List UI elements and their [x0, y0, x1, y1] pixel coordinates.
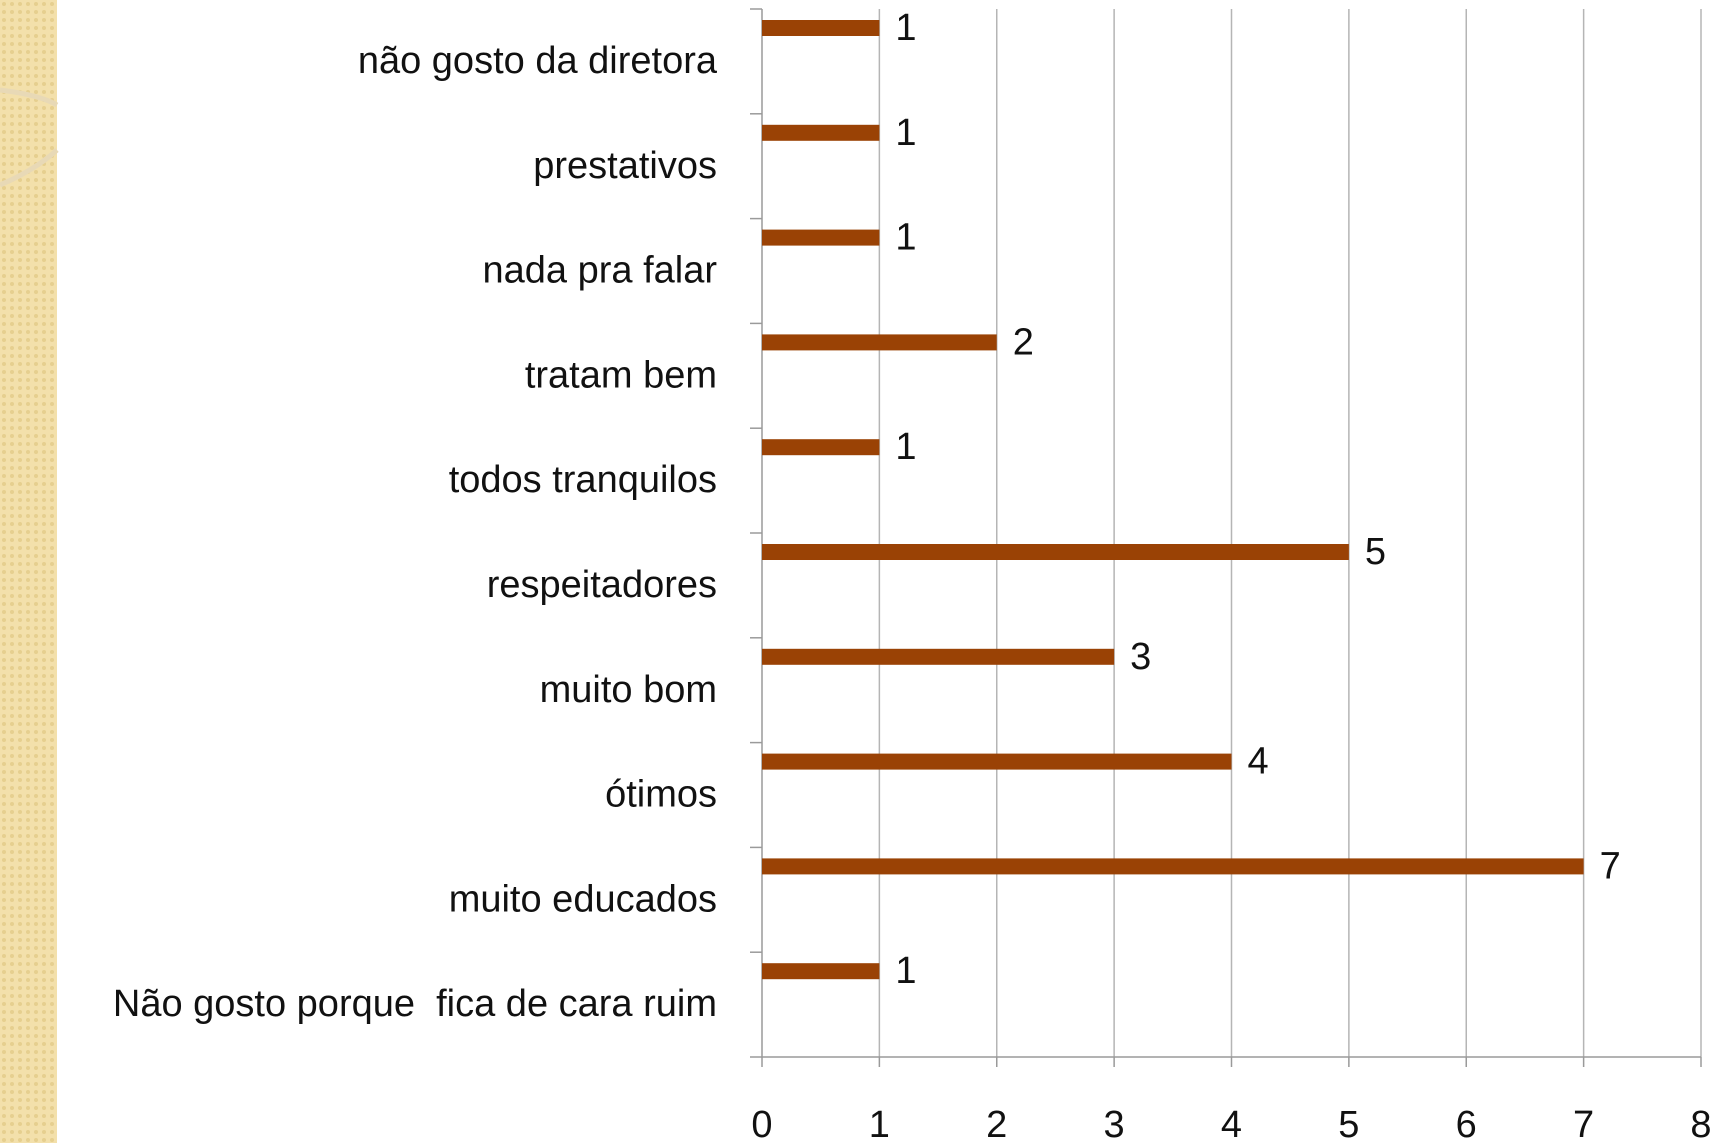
bar: [762, 648, 1115, 665]
value-label: 5: [1365, 531, 1386, 573]
bar: [762, 20, 880, 36]
y-tick-label: todos tranquilos: [449, 459, 717, 501]
value-label: 1: [895, 7, 916, 49]
y-tick-label: não gosto da diretora: [358, 40, 718, 82]
bar: [762, 439, 880, 456]
y-tick-label: respeitadores: [487, 564, 717, 606]
y-tick-label: Não gosto porque fica de cara ruim: [113, 983, 717, 1025]
x-tick-label: 2: [986, 1104, 1007, 1143]
bar: [762, 753, 1232, 770]
bar: [762, 334, 997, 351]
bar: [762, 544, 1349, 560]
value-label: 1: [895, 426, 916, 468]
value-label: 3: [1130, 636, 1151, 678]
y-tick-label: muito bom: [540, 669, 717, 711]
value-label: 7: [1600, 845, 1621, 887]
x-tick-label: 6: [1456, 1104, 1477, 1143]
x-tick-label: 1: [869, 1104, 890, 1143]
value-label: 1: [895, 217, 916, 259]
x-tick-label: 3: [1104, 1104, 1125, 1143]
bar: [762, 963, 880, 980]
x-tick-label: 4: [1221, 1104, 1242, 1143]
decor-arc: [0, 87, 59, 188]
y-tick-label: nada pra falar: [483, 250, 718, 292]
x-tick-label: 5: [1338, 1104, 1359, 1143]
x-tick-label: 0: [751, 1104, 772, 1143]
y-tick-label: tratam bem: [525, 354, 717, 396]
bar: [762, 858, 1584, 875]
value-label: 2: [1013, 321, 1034, 363]
value-label: 1: [895, 950, 916, 992]
x-tick-label: 8: [1690, 1104, 1711, 1143]
side-strip: [0, 0, 57, 1143]
y-tick-label: muito educados: [449, 878, 717, 920]
bar: [762, 229, 880, 246]
value-label: 1: [895, 112, 916, 154]
bar: [762, 124, 880, 141]
x-tick-label: 7: [1573, 1104, 1594, 1143]
y-tick-label: ótimos: [605, 774, 717, 816]
y-tick-label: prestativos: [533, 145, 717, 187]
value-label: 4: [1248, 741, 1269, 783]
